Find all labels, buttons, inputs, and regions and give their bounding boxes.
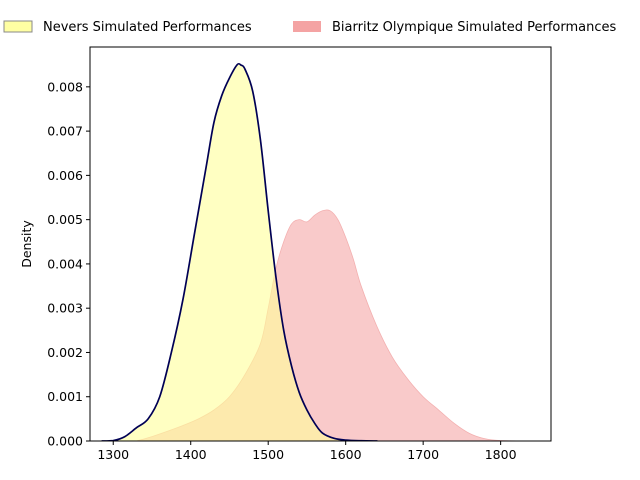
series-layer xyxy=(101,62,534,441)
y-tick-label: 0.006 xyxy=(47,168,83,183)
x-tick-label: 1500 xyxy=(252,447,284,462)
legend-label-1: Biarritz Olympique Simulated Performance… xyxy=(332,20,617,35)
y-tick-label: 0.003 xyxy=(47,301,83,316)
y-tick-label: 0.002 xyxy=(47,345,83,360)
x-tick-label: 1600 xyxy=(330,447,362,462)
series-area-0 xyxy=(101,63,378,441)
x-tick-label: 1400 xyxy=(175,447,207,462)
x-tick-label: 1700 xyxy=(407,447,439,462)
legend-swatch-0 xyxy=(3,20,33,33)
plot-frame xyxy=(89,46,552,442)
y-axis-label: Density xyxy=(19,220,34,268)
y-tick-label: 0.005 xyxy=(47,212,83,227)
legend-swatch-1 xyxy=(293,21,321,32)
series-line-0 xyxy=(101,62,378,441)
legend-label-0: Nevers Simulated Performances xyxy=(43,20,252,35)
x-tick-label: 1300 xyxy=(97,447,129,462)
y-tick-label: 0.007 xyxy=(47,124,83,139)
y-tick-label: 0.001 xyxy=(47,389,83,404)
legend: Nevers Simulated Performances Biarritz Ol… xyxy=(3,20,617,35)
y-tick-label: 0.004 xyxy=(47,256,83,271)
y-axis: 0.000 0.001 0.002 0.003 0.004 0.005 0.006 0.007… xyxy=(47,79,90,449)
y-tick-label: 0.000 xyxy=(47,434,83,449)
x-tick-label: 1800 xyxy=(485,447,517,462)
series-area-1 xyxy=(136,209,534,441)
y-tick-label: 0.008 xyxy=(47,79,83,94)
x-axis: 1300 1400 1500 1600 1700 1800 xyxy=(97,441,517,462)
